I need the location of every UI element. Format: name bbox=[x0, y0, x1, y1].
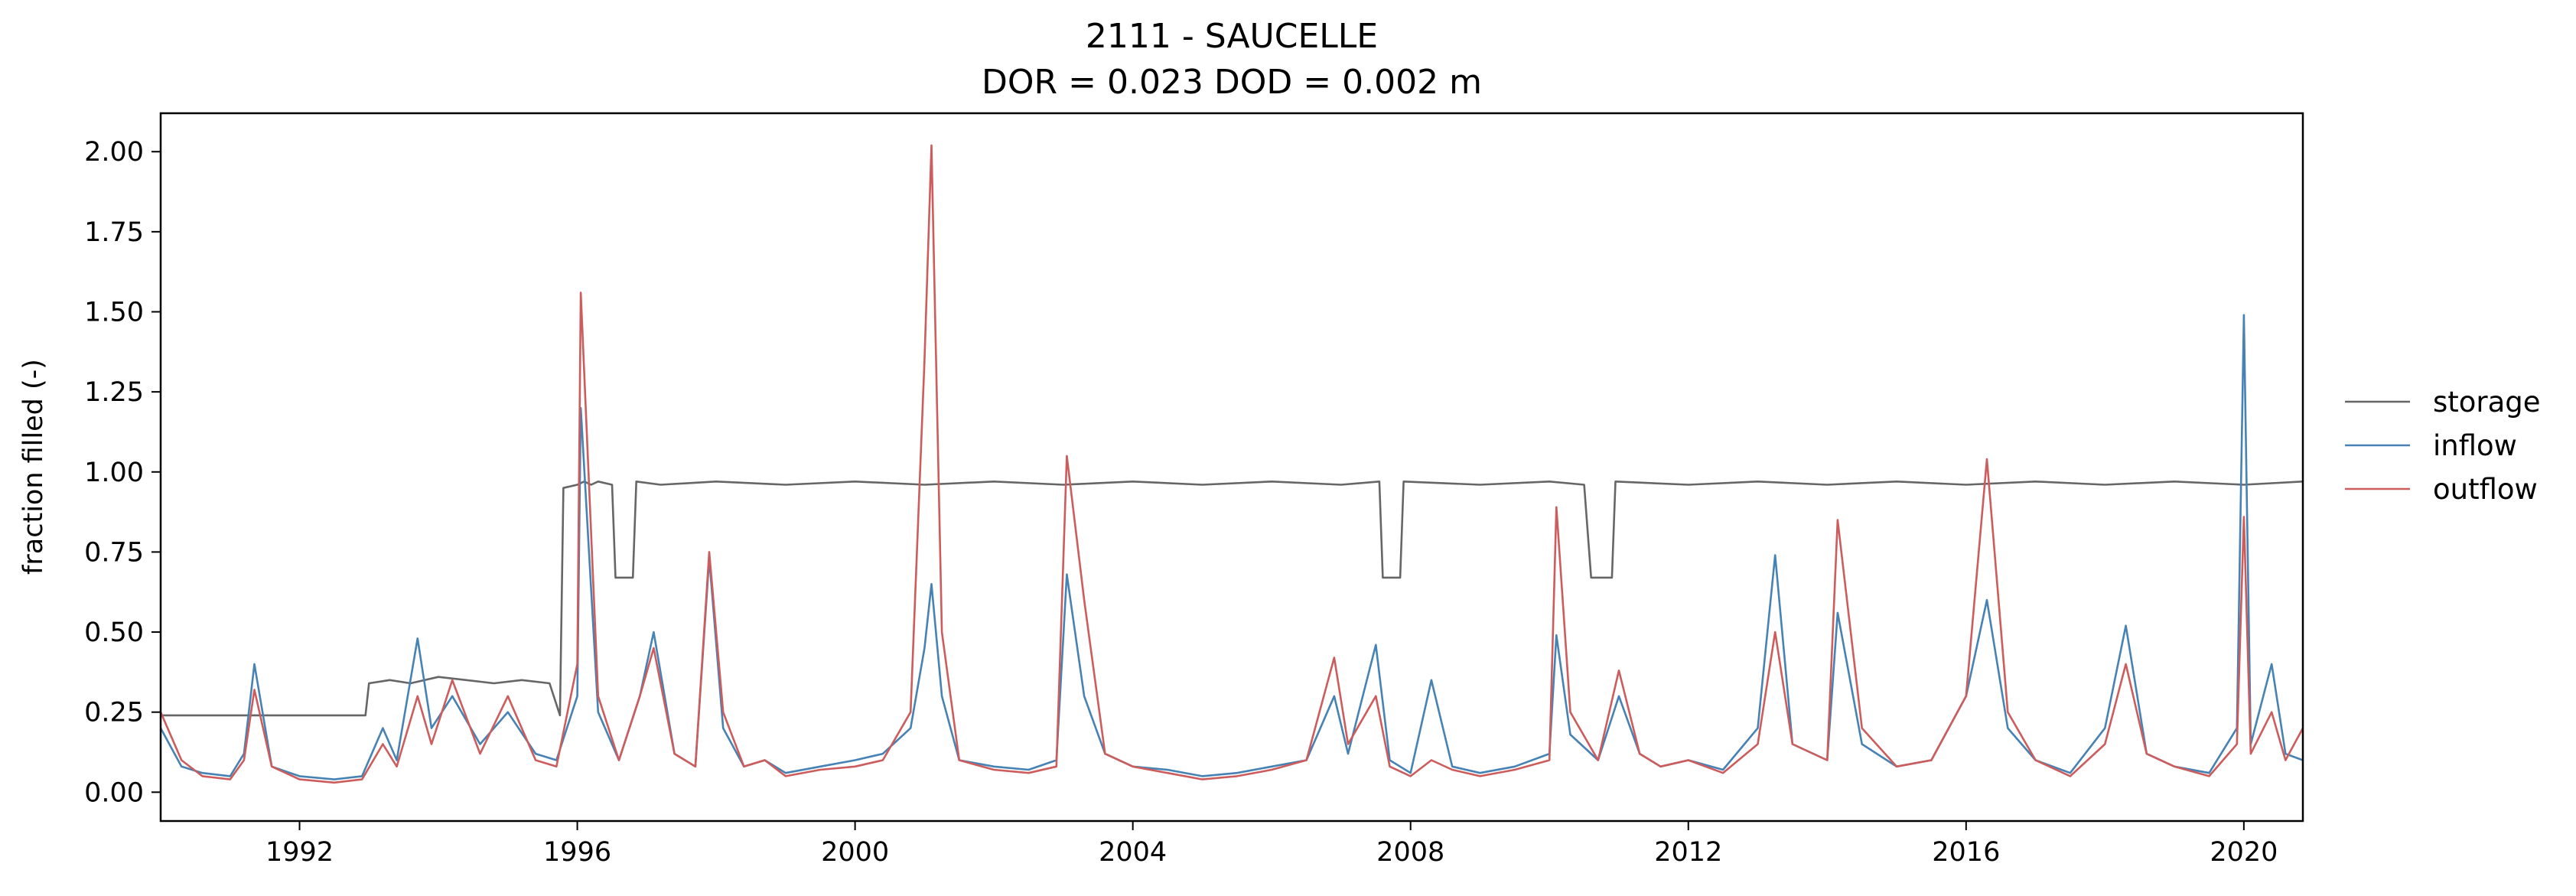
legend-storage-label: storage bbox=[2433, 386, 2541, 419]
x-tick-label: 2000 bbox=[821, 837, 889, 868]
y-tick-label: 1.00 bbox=[84, 458, 144, 488]
y-tick-label: 1.75 bbox=[84, 217, 144, 248]
x-tick-label: 2004 bbox=[1099, 837, 1167, 868]
y-tick-label: 2.00 bbox=[84, 137, 144, 168]
y-tick-label: 1.50 bbox=[84, 298, 144, 328]
legend: storage inflow outflow bbox=[2345, 386, 2541, 506]
y-tick-label: 0.25 bbox=[84, 698, 144, 728]
x-tick-label: 2016 bbox=[1932, 837, 2000, 868]
series-layer bbox=[161, 144, 2303, 784]
y-axis: 0.00 0.25 0.50 0.75 1.00 1.25 1.50 1.75 2.00 bbox=[84, 137, 161, 808]
chart-subtitle: DOR = 0.023 DOD = 0.002 m bbox=[982, 63, 1482, 102]
y-tick-label: 0.00 bbox=[84, 777, 144, 808]
y-axis-label: fraction filled (-) bbox=[18, 359, 49, 575]
x-axis: 1992 1996 2000 2004 2008 2012 2016 2020 bbox=[265, 821, 2278, 868]
x-tick-label: 1996 bbox=[543, 837, 611, 868]
series-outflow-line bbox=[161, 144, 2303, 784]
plot-frame bbox=[159, 112, 2304, 823]
legend-outflow-label: outflow bbox=[2433, 473, 2538, 506]
x-tick-label: 1992 bbox=[265, 837, 334, 868]
chart-title: 2111 - SAUCELLE bbox=[1086, 17, 1378, 56]
series-inflow-line bbox=[161, 314, 2303, 780]
y-tick-label: 0.50 bbox=[84, 617, 144, 648]
x-tick-label: 2012 bbox=[1654, 837, 1722, 868]
series-storage-line bbox=[161, 480, 2303, 717]
y-tick-label: 0.75 bbox=[84, 537, 144, 568]
y-tick-label: 1.25 bbox=[84, 377, 144, 408]
legend-inflow-label: inflow bbox=[2433, 429, 2517, 462]
x-tick-label: 2008 bbox=[1376, 837, 1444, 868]
x-tick-label: 2020 bbox=[2210, 837, 2278, 868]
